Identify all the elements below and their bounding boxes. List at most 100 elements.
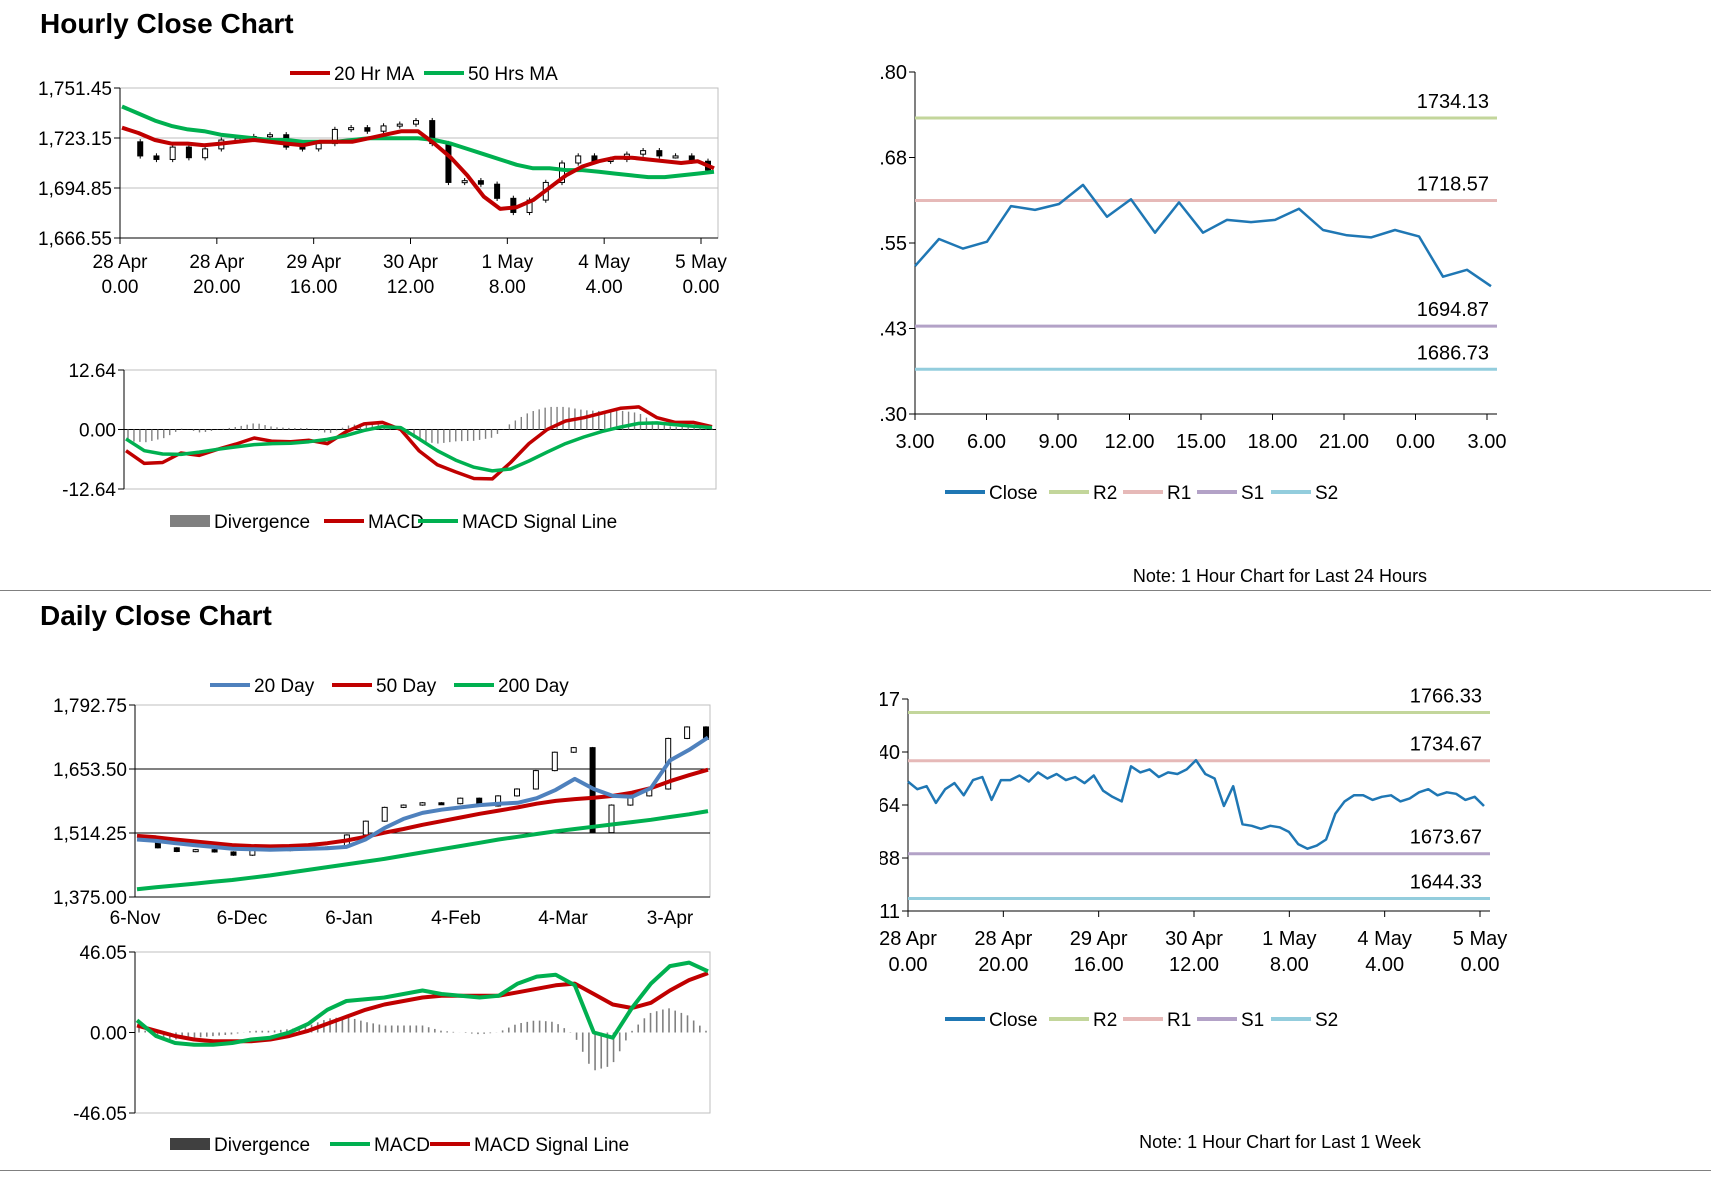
- y-tick-label: 1,514.25: [53, 824, 127, 845]
- legend-label-3: S1: [1241, 1010, 1264, 1031]
- legend-label-1: 50 Hrs MA: [468, 64, 558, 85]
- candle-body: [400, 804, 407, 808]
- x-tick-label: 16.00: [290, 277, 338, 298]
- candle-body: [211, 849, 218, 853]
- x-tick-label: 3-Apr: [647, 908, 694, 929]
- candle-body: [348, 127, 355, 131]
- candle-body: [445, 143, 452, 183]
- hourly-pivot-note: Note: 1 Hour Chart for Last 24 Hours: [1132, 566, 1428, 586]
- legend-label-1: MACD: [374, 1135, 430, 1156]
- x-tick-label: 0.00: [1461, 954, 1500, 976]
- x-tick-label: 30 Apr: [1165, 928, 1223, 950]
- x-tick-label: 12.00: [1169, 954, 1219, 976]
- y-tick-label: 1,751.45: [38, 79, 112, 100]
- level-label-r1: 1734.67: [1410, 734, 1482, 756]
- y-tick-label: 1,792.75: [53, 696, 127, 717]
- x-tick-label: 9.00: [1039, 431, 1078, 453]
- candle-body: [315, 143, 322, 150]
- x-tick-label: 0.00: [683, 277, 720, 298]
- candle-body: [640, 150, 647, 155]
- daily-macd-chart: 46.05 0.00 -46.05 Divergence MACD MACD Signal…: [73, 945, 711, 1156]
- x-tick-label: 12.00: [387, 277, 435, 298]
- candle-body: [185, 146, 192, 159]
- series-50hr-ma: [121, 104, 715, 180]
- candle-body: [457, 797, 464, 805]
- legend-label-4: S2: [1315, 483, 1338, 504]
- candle-body: [230, 851, 237, 856]
- y-tick-label: 1,653.50: [53, 760, 127, 781]
- level-label-r2: 1766.33: [1410, 685, 1482, 707]
- level-label-s2: 1686.73: [1417, 342, 1489, 364]
- legend-label-4: S2: [1315, 1010, 1338, 1031]
- y-tick-label: 1,694.85: [38, 179, 112, 200]
- legend-label-2: MACD Signal Line: [474, 1135, 629, 1156]
- x-tick-label: 12.00: [1104, 431, 1154, 453]
- legend-label-1: R2: [1093, 1010, 1117, 1031]
- x-tick-label: 29 Apr: [1070, 928, 1128, 950]
- candle-body: [684, 726, 691, 739]
- candle-body: [299, 146, 306, 150]
- candle-body: [381, 806, 388, 822]
- x-tick-label: 6-Dec: [217, 908, 268, 929]
- x-tick-label: 5 May: [675, 252, 727, 273]
- candle-body: [137, 141, 144, 157]
- candle-body: [173, 847, 180, 852]
- x-tick-label: 4.00: [586, 277, 623, 298]
- hourly-section-title: Hourly Close Chart: [40, 8, 294, 39]
- candle-body: [495, 795, 502, 807]
- legend-label-0: Close: [989, 483, 1038, 504]
- candle-body: [202, 148, 209, 159]
- x-tick-label: 28 Apr: [880, 928, 937, 950]
- y-tick-label: 1,705.64: [880, 795, 900, 817]
- legend-swatch-0: [170, 515, 210, 527]
- y-tick-label: 1,742.80: [880, 62, 907, 84]
- x-tick-label: 6-Jan: [325, 908, 373, 929]
- legend-label-0: 20 Day: [254, 676, 315, 697]
- candle-body: [169, 146, 176, 160]
- candle-body: [608, 804, 615, 834]
- y-tick-label: 1,723.15: [38, 129, 112, 150]
- x-tick-label: 28 Apr: [93, 252, 149, 273]
- candle-body: [267, 134, 273, 138]
- hourly-macd-chart: 12.64 0.00 -12.64 Divergence MACD MACD Signal…: [62, 361, 717, 533]
- x-tick-label: 5 May: [1453, 928, 1507, 950]
- series-200-day: [136, 809, 709, 892]
- x-tick-label: 20.00: [978, 954, 1028, 976]
- x-tick-label: 29 Apr: [286, 252, 342, 273]
- candle-body: [419, 802, 426, 806]
- series-macd-signal: [125, 421, 713, 473]
- level-label-s2: 1644.33: [1410, 871, 1482, 893]
- y-tick-label: 46.05: [79, 945, 127, 964]
- legend-label-2: 200 Day: [498, 676, 569, 697]
- x-tick-label: 30 Apr: [383, 252, 439, 273]
- legend-label-2: MACD Signal Line: [462, 512, 617, 533]
- series-20hr-ma: [121, 125, 715, 211]
- y-tick-label: 1,694.43: [880, 319, 907, 341]
- candle-body: [362, 820, 369, 836]
- x-tick-label: 8.00: [1270, 954, 1309, 976]
- section-divider-bottom: [0, 1170, 1711, 1171]
- x-tick-label: 8.00: [489, 277, 526, 298]
- x-tick-label: 4 May: [578, 252, 630, 273]
- y-tick-label: -46.05: [73, 1104, 127, 1125]
- y-tick-label: 1,710.55: [880, 233, 907, 255]
- x-tick-label: 0.00: [1396, 431, 1435, 453]
- x-tick-label: 6.00: [967, 431, 1006, 453]
- y-tick-label: 1,636.11: [880, 901, 900, 923]
- legend-label-0: 20 Hr MA: [334, 64, 415, 85]
- candle-body: [575, 155, 582, 164]
- y-tick-label: 1,775.17: [880, 689, 900, 711]
- legend-label-1: R2: [1093, 483, 1117, 504]
- legend-label-1: 50 Day: [376, 676, 437, 697]
- legend-label-3: S1: [1241, 483, 1264, 504]
- legend-label-0: Divergence: [214, 512, 310, 533]
- daily-price-chart: 1,792.75 1,653.50 1,514.25 1,375.006-Nov 6-D…: [53, 676, 711, 929]
- level-label-r1: 1718.57: [1417, 173, 1489, 195]
- candle-body: [559, 162, 565, 183]
- legend-swatch-0: [170, 1138, 210, 1150]
- candle-body: [672, 155, 679, 159]
- candle-body: [656, 150, 663, 157]
- series-close: [914, 183, 1492, 288]
- y-tick-label: 1,726.68: [880, 148, 907, 170]
